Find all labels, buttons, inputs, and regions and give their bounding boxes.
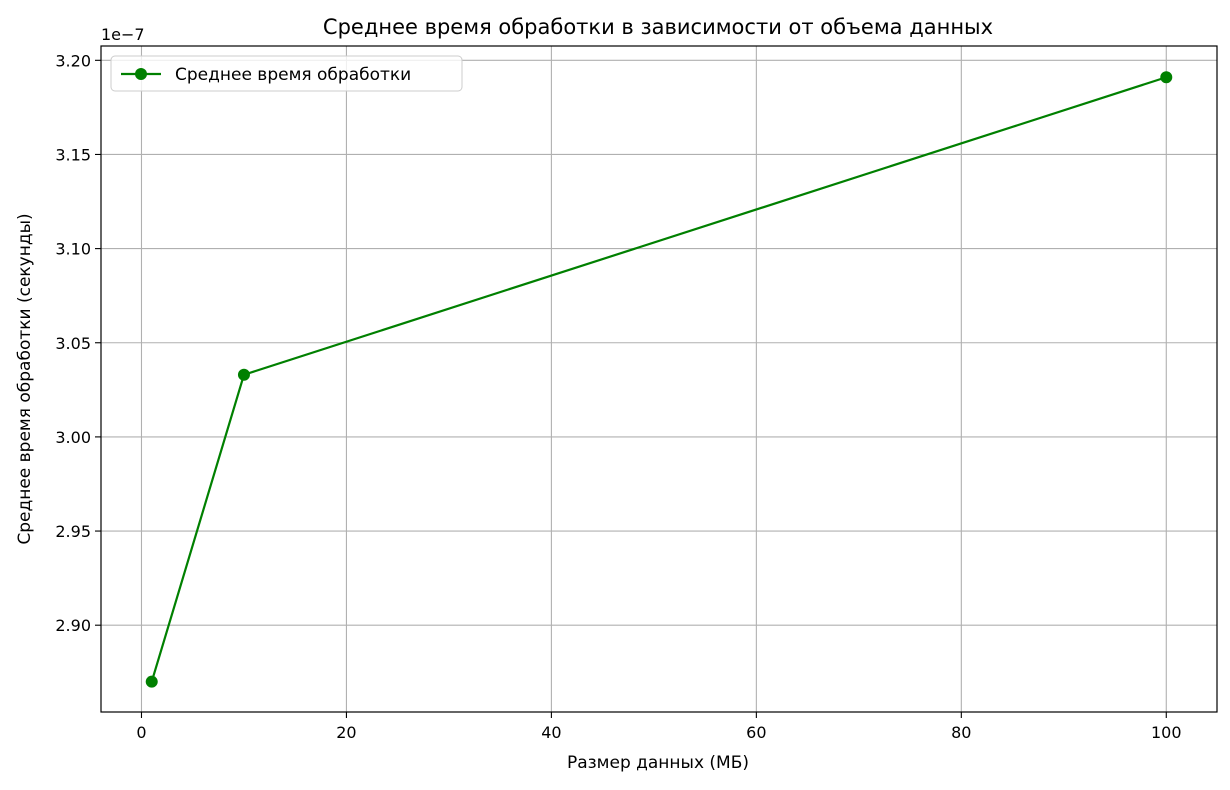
data-point <box>145 675 158 688</box>
data-point <box>1160 71 1173 84</box>
legend: Среднее время обработки <box>110 55 463 92</box>
y-tick-label: 2.90 <box>55 616 91 635</box>
plot-frame <box>100 45 1218 713</box>
chart-title: Среднее время обработки в зависимости от… <box>323 15 993 39</box>
y-tick-label: 3.15 <box>55 145 91 164</box>
series-layer <box>145 71 1173 688</box>
legend-box <box>110 55 463 92</box>
x-tick-label: 0 <box>136 723 146 742</box>
x-tick-label: 60 <box>746 723 766 742</box>
y-tick-label: 3.10 <box>55 240 91 259</box>
y-axis-label: Среднее время обработки (секунды) <box>15 213 35 544</box>
y-tick-label: 3.00 <box>55 428 91 447</box>
x-axis-label: Размер данных (МБ) <box>567 753 749 773</box>
x-axis-ticks: 0 20 40 60 80 100 <box>136 712 1182 742</box>
x-tick-label: 80 <box>951 723 971 742</box>
x-tick-label: 40 <box>541 723 561 742</box>
y-tick-label: 3.20 <box>55 51 91 70</box>
grid-lines <box>101 46 1217 712</box>
x-tick-label: 20 <box>336 723 356 742</box>
x-tick-label: 100 <box>1151 723 1182 742</box>
y-tick-label: 3.05 <box>55 334 91 353</box>
y-axis-offset-text: 1e−7 <box>101 25 145 44</box>
y-axis-ticks: 2.90 2.95 3.00 3.05 3.10 3.15 3.20 <box>55 51 101 635</box>
legend-label: Среднее время обработки <box>175 65 411 85</box>
data-point <box>237 368 250 381</box>
y-tick-label: 2.95 <box>55 522 91 541</box>
legend-marker-swatch <box>135 68 147 80</box>
